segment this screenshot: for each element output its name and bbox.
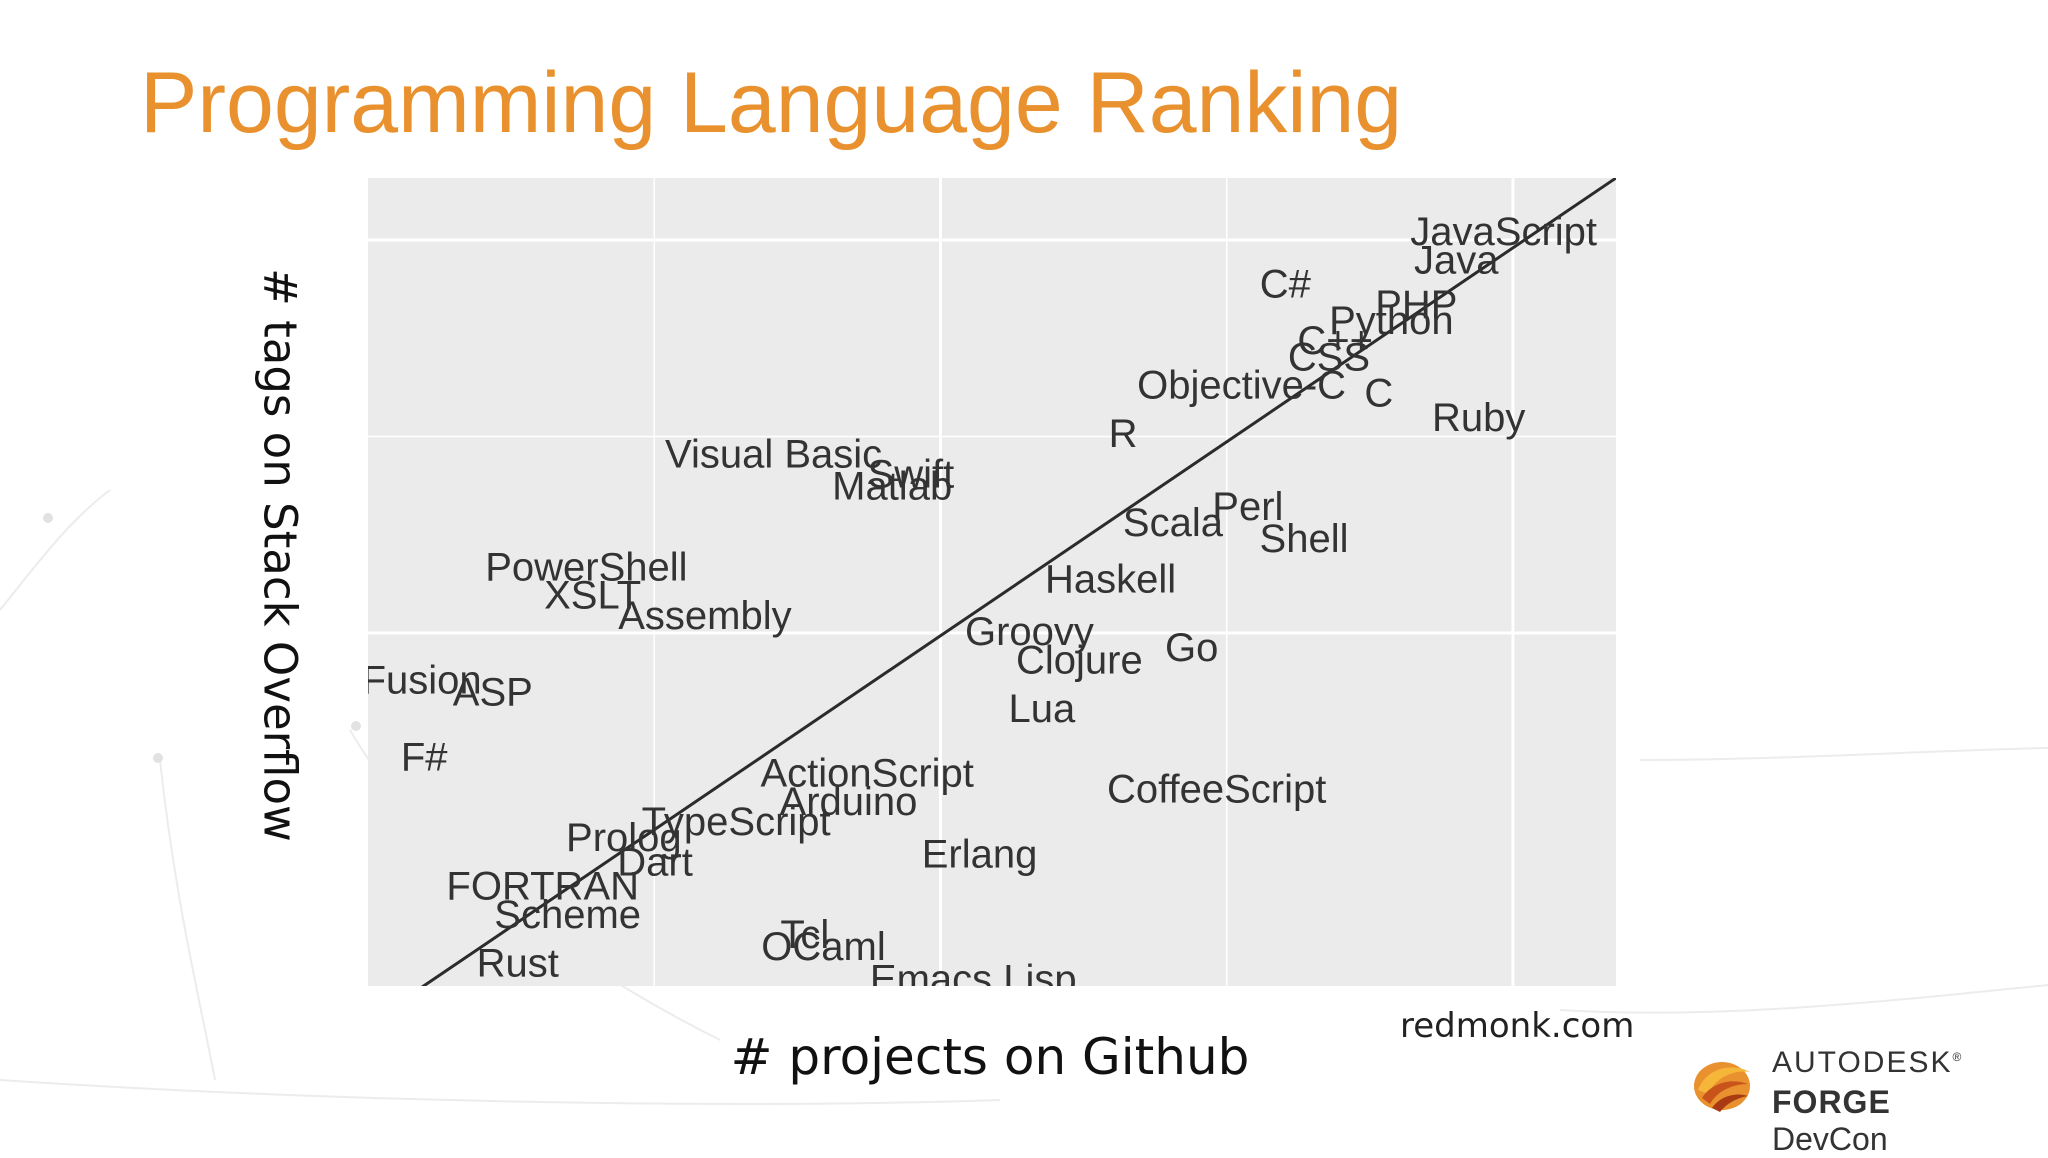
point-label: C bbox=[1364, 372, 1393, 416]
source-credit: redmonk.com bbox=[1400, 1006, 1635, 1046]
point-label: OCaml bbox=[761, 925, 885, 969]
brand-forge: FORGE bbox=[1772, 1084, 1891, 1120]
point-label: JavaScript bbox=[1410, 210, 1597, 254]
brand-forge-devcon: FORGE DevCon bbox=[1772, 1084, 2008, 1158]
x-axis-label: # projects on Github bbox=[730, 1028, 1250, 1086]
point-label: CSS bbox=[1288, 335, 1370, 379]
registered-mark: ® bbox=[1952, 1050, 1962, 1064]
point-label: Clojure bbox=[1016, 638, 1143, 682]
autodesk-forge-devcon-logo: AUTODESK® FORGE DevCon bbox=[1688, 1044, 2008, 1157]
point-label: Java bbox=[1414, 238, 1499, 282]
point-label: Swift bbox=[868, 453, 955, 497]
brand-devcon: DevCon bbox=[1772, 1121, 1888, 1157]
point-label: ColdFusion bbox=[279, 659, 481, 703]
plot-panel bbox=[368, 178, 1616, 986]
point-label: CoffeeScript bbox=[1107, 768, 1326, 812]
point-label: Visual Basic bbox=[665, 432, 882, 476]
point-label: Haskell bbox=[1045, 558, 1176, 602]
point-label: Tcl bbox=[780, 913, 829, 957]
point-label: Scala bbox=[1123, 501, 1224, 545]
point-label: Matlab bbox=[832, 465, 952, 509]
point-label: C++ bbox=[1297, 319, 1373, 363]
point-label: Dart bbox=[617, 840, 693, 884]
trend-line bbox=[420, 178, 1616, 986]
point-label: PowerShell bbox=[485, 545, 687, 589]
point-label: Emacs Lisp bbox=[870, 958, 1077, 1002]
point-label: Groovy bbox=[965, 610, 1094, 654]
point-label: R bbox=[1109, 412, 1138, 456]
point-label: XSLT bbox=[544, 574, 641, 618]
point-label: Ruby bbox=[1432, 396, 1525, 440]
point-label: F# bbox=[401, 735, 448, 779]
point-label: ActionScript bbox=[760, 751, 973, 795]
point-label: ASP bbox=[453, 671, 533, 715]
point-label: Arduino bbox=[780, 780, 918, 824]
point-label: Perl bbox=[1212, 485, 1283, 529]
point-label: TypeScript bbox=[642, 800, 831, 844]
point-label: Lua bbox=[1009, 687, 1076, 731]
point-label: Prolog bbox=[566, 816, 682, 860]
y-axis-label: # tags on Stack Overflow bbox=[253, 268, 307, 842]
point-label: Erlang bbox=[922, 832, 1038, 876]
point-label: PHP bbox=[1375, 283, 1457, 327]
forge-flame-icon bbox=[1694, 1062, 1750, 1112]
point-label: C# bbox=[1260, 263, 1312, 307]
point-label: Scheme bbox=[494, 893, 641, 937]
point-label: Go bbox=[1165, 626, 1218, 670]
point-label: FORTRAN bbox=[446, 865, 639, 909]
slide-title: Programming Language Ranking bbox=[140, 55, 1403, 151]
point-label: Rust bbox=[477, 941, 559, 985]
point-label: Assembly bbox=[618, 594, 791, 638]
point-label: Objective-C bbox=[1137, 364, 1346, 408]
point-label: Shell bbox=[1260, 517, 1349, 561]
brand-autodesk-text: AUTODESK bbox=[1772, 1046, 1953, 1079]
point-label: Python bbox=[1329, 299, 1454, 343]
brand-autodesk: AUTODESK® bbox=[1772, 1046, 1961, 1080]
